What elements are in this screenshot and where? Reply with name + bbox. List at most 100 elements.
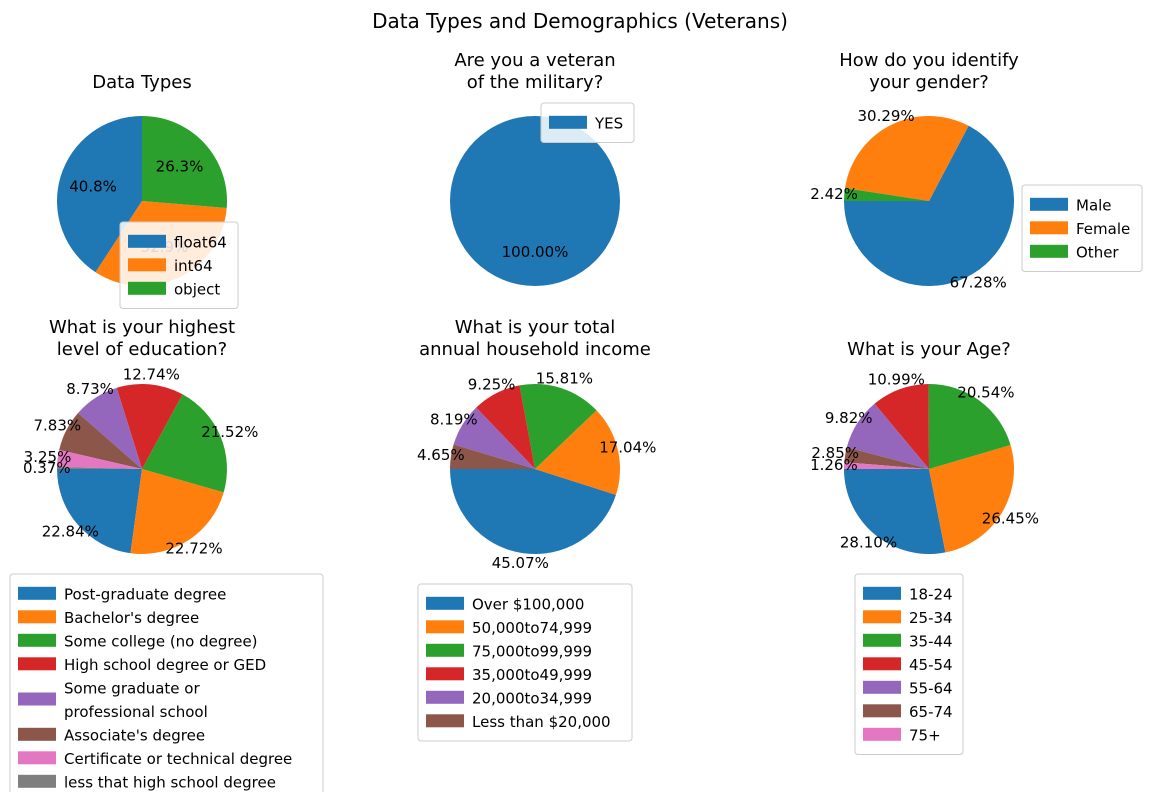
pct-label: 2.85%	[811, 444, 859, 462]
legend-swatch	[426, 667, 464, 681]
legend-swatch	[18, 751, 56, 765]
legend-label: 45-54	[909, 656, 953, 674]
legend-label: Other	[1076, 244, 1119, 262]
pct-label: 20.54%	[957, 384, 1014, 402]
chart-education: What is your highest level of education?…	[9, 317, 324, 792]
legend-swatch	[863, 610, 901, 624]
chart-gender: How do you identify your gender? 67.28% 3…	[810, 50, 1143, 292]
legend-swatch	[18, 610, 56, 624]
legend-swatch	[426, 620, 464, 634]
pct-label: 21.52%	[201, 423, 258, 441]
legend-gender: Male Female Other	[1021, 184, 1143, 272]
legend-label: Associate's degree	[64, 727, 205, 745]
legend-frame	[540, 102, 635, 143]
pie-slice	[78, 387, 142, 469]
chart-age: What is your Age? 28.10% 26.45% 20.54% 10.9…	[810, 339, 1039, 755]
chart-title-line2: of the military?	[467, 72, 604, 93]
pie-slice	[844, 125, 1015, 287]
pie-slice	[844, 447, 929, 469]
chart-data-types: Data Types 40.8%32.9%26.3% float64int64o…	[57, 72, 239, 309]
legend-swatch	[426, 714, 464, 728]
chart-veteran: Are you a veteran of the military? 100.0…	[450, 50, 635, 286]
chart-title-line1: Are you a veteran	[454, 50, 615, 71]
pie-slice	[535, 410, 621, 495]
pct-label: 15.81%	[536, 369, 593, 387]
legend-label: Over $100,000	[472, 596, 584, 614]
pie-slice	[116, 384, 183, 469]
legend-label: 35,000to49,999	[472, 666, 592, 684]
legend-swatch	[18, 727, 56, 741]
legend-label: Post-graduate degree	[64, 586, 226, 604]
pct-label: 28.10%	[840, 534, 897, 552]
legend-label: High school degree or GED	[64, 656, 266, 674]
pct-label: 22.72%	[165, 540, 222, 558]
legend-swatch	[863, 657, 901, 671]
pct-label: 45.07%	[492, 554, 549, 572]
legend-label: object	[174, 281, 220, 299]
legend-education: Post-graduate degree Bachelor's degree Som…	[9, 573, 324, 792]
legend-label: 35-44	[909, 633, 953, 651]
pct-label: 8.19%	[430, 410, 478, 428]
pct-label: 12.74%	[123, 365, 180, 383]
pct-label: 40.8%	[69, 178, 117, 196]
pie-slice	[928, 383, 1011, 469]
figure-title: Data Types and Demographics (Veterans)	[372, 9, 788, 33]
pie-slice	[59, 412, 142, 469]
legend-label: Male	[1076, 197, 1112, 215]
pct-label: 0.37%	[23, 459, 71, 477]
pie-slice	[846, 403, 929, 469]
legend-label: 50,000to74,999	[472, 619, 592, 637]
chart-title-line1: What is your total	[455, 317, 615, 338]
pie-slice	[450, 444, 535, 469]
legend-label: 25-34	[909, 609, 953, 627]
chart-title-line2: level of education?	[57, 339, 227, 360]
pie-slice	[844, 462, 929, 469]
pct-label: 9.82%	[825, 409, 873, 427]
pie-slice	[56, 467, 142, 469]
pie-slice	[130, 469, 224, 555]
pct-label: 17.04%	[599, 439, 656, 457]
legend-label: YES	[594, 115, 623, 133]
pie-slice	[142, 116, 228, 208]
chart-title-line2: annual household income	[419, 339, 651, 360]
pie-slice	[450, 116, 620, 286]
legend-label: professional school	[64, 703, 208, 721]
pct-label: 100.00%	[502, 243, 569, 261]
legend-swatch	[426, 690, 464, 704]
pct-label: 10.99%	[868, 371, 925, 389]
legend-frame	[9, 573, 324, 792]
pie-veteran: 100.00%	[450, 116, 620, 286]
chart-title-line1: How do you identify	[839, 50, 1019, 71]
legend-swatch	[1030, 197, 1068, 211]
legend-label: 75,000to99,999	[472, 643, 592, 661]
legend-swatch	[18, 692, 56, 706]
pct-label: 22.84%	[42, 523, 99, 541]
legend-swatch	[426, 596, 464, 610]
legend-age: 18-24 25-34 35-44 45-54 55-64 65-74 75+	[854, 573, 964, 755]
pct-label: 7.83%	[33, 417, 81, 435]
pie-income: 45.07% 17.04% 15.81% 9.25% 8.19% 4.65%	[417, 369, 656, 572]
legend-frame	[417, 583, 633, 742]
pie-gender: 67.28% 30.29% 2.42%	[810, 107, 1015, 292]
legend-label: 75+	[909, 727, 941, 745]
legend-label: less that high school degree	[64, 774, 276, 792]
legend-swatch	[426, 643, 464, 657]
pie-slice	[453, 407, 535, 469]
legend-label: Female	[1076, 220, 1130, 238]
legend-swatch	[1030, 221, 1068, 235]
legend-label: Some graduate or	[64, 680, 200, 698]
pie-slice	[142, 394, 227, 493]
pie-slice	[57, 469, 142, 554]
legend-label: 65-74	[909, 703, 953, 721]
legend-label: Certificate or technical degree	[64, 750, 292, 768]
legend-swatch	[863, 680, 901, 694]
pie-slice	[57, 449, 142, 469]
legend-swatch	[18, 657, 56, 671]
legend-label: Some college (no degree)	[64, 633, 258, 651]
legend-swatch	[1030, 244, 1068, 258]
pie-slice	[519, 384, 597, 469]
legend-swatch	[863, 586, 901, 600]
legend-swatch	[128, 234, 166, 248]
pct-label: 8.73%	[66, 380, 114, 398]
